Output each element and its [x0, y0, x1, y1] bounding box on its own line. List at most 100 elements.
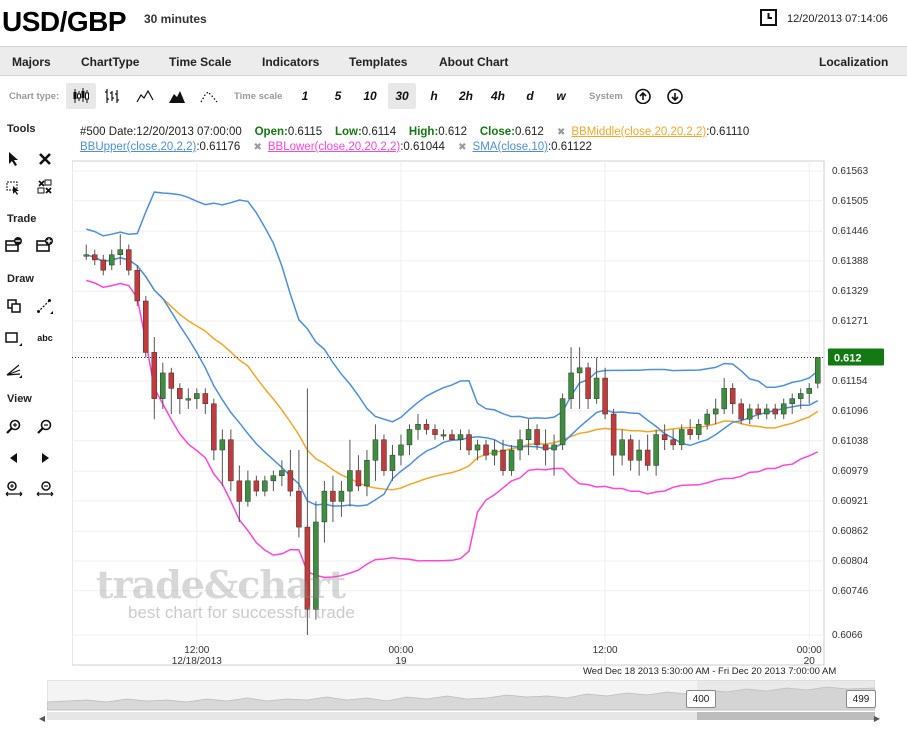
menu-charttype[interactable]: ChartType	[81, 55, 140, 69]
remove-sma-icon[interactable]: ✖	[458, 142, 467, 153]
candle-body	[704, 413, 710, 425]
bar-number: #500	[80, 126, 106, 138]
cloud-upload-icon	[635, 88, 651, 104]
bbmiddle-indicator-name[interactable]: BBMiddle(close,20,20,2,2)	[571, 126, 707, 138]
bbupper-indicator-name[interactable]: BBUpper(close,20,2,2)	[80, 141, 197, 153]
candle-body	[491, 449, 498, 456]
legend-close-label: Close:	[479, 126, 515, 138]
candle-body	[143, 300, 149, 353]
time-scale-2h[interactable]: 2h	[458, 89, 473, 103]
time-scale-d[interactable]: d	[526, 89, 534, 103]
buy-order-tool[interactable]	[35, 235, 55, 255]
dot-chart-button[interactable]	[196, 83, 222, 109]
menu-timescale[interactable]: Time Scale	[169, 55, 232, 69]
navigator-selection[interactable]	[697, 680, 875, 710]
area-chart-button[interactable]	[164, 83, 190, 109]
price-chart[interactable]: 0.61563 0.61505 0.61446 0.61388 0.61329 0.612…	[72, 117, 907, 679]
navigator-left-handle[interactable]: 400	[686, 690, 716, 708]
trend-line-tool[interactable]	[35, 296, 55, 316]
time-scale-h[interactable]: h	[430, 89, 438, 103]
tools-panel: Tools Trade Draw abc View	[0, 115, 68, 675]
sell-order-tool[interactable]	[4, 235, 24, 255]
candle-body	[687, 429, 693, 435]
menu-templates[interactable]: Templates	[349, 55, 408, 69]
line-chart-button[interactable]	[132, 83, 158, 109]
select-area-tool[interactable]	[4, 177, 24, 197]
clock-icon[interactable]	[760, 9, 777, 26]
candle-body	[168, 372, 175, 389]
x-tick-time-label: 00:00	[388, 645, 413, 656]
bblower-indicator-name[interactable]: BBLower(close,20,20,2,2)	[267, 141, 401, 153]
scroll-right-tool[interactable]	[35, 448, 55, 468]
candle-body	[194, 393, 200, 399]
menu-indicators[interactable]: Indicators	[262, 55, 320, 69]
time-scale-5[interactable]: 5	[334, 89, 342, 103]
candle-body	[287, 470, 294, 492]
candle-body	[389, 454, 396, 471]
candle-body	[126, 249, 132, 271]
pointer-tool[interactable]	[4, 149, 24, 169]
scroll-track[interactable]	[47, 712, 875, 720]
candle-body	[661, 434, 668, 440]
candle-body	[262, 480, 268, 492]
candle-body	[644, 449, 651, 466]
zoom-in-tool[interactable]	[4, 417, 24, 437]
order-minus-icon	[5, 237, 22, 252]
time-scale-10[interactable]: 10	[363, 89, 377, 103]
plot-area[interactable]	[72, 160, 825, 666]
remove-bbmiddle-icon[interactable]: ✖	[556, 127, 566, 138]
candle-body	[780, 403, 787, 415]
navigator-right-handle[interactable]: 499	[846, 690, 876, 708]
fan-tool[interactable]	[4, 360, 24, 380]
ohlc-chart-button[interactable]	[100, 83, 126, 109]
time-scale-4h[interactable]: 4h	[490, 89, 505, 103]
rectangle-tool[interactable]	[4, 328, 24, 348]
time-scale-30[interactable]: 30	[388, 83, 416, 109]
download-button[interactable]	[664, 83, 686, 109]
zoom-fit-tool[interactable]	[4, 479, 24, 499]
instrument-title: USD/GBP	[2, 6, 127, 37]
text-tool[interactable]: abc	[33, 328, 57, 348]
current-datetime: 12/20/2013 07:14:06	[787, 13, 888, 25]
delete-tool[interactable]	[35, 149, 55, 169]
time-scale-w[interactable]: w	[556, 89, 566, 103]
legend-open-label: Open:	[254, 126, 288, 138]
menu-localization[interactable]: Localization	[819, 55, 889, 69]
system-label: System	[589, 91, 623, 102]
bblower-line	[86, 279, 819, 579]
candle-body	[364, 460, 370, 487]
scroll-thumb[interactable]	[697, 712, 875, 720]
zoom-out-tool[interactable]	[35, 417, 55, 437]
upload-button[interactable]	[632, 83, 654, 109]
time-scale-1[interactable]: 1	[301, 89, 309, 103]
candle-body	[92, 254, 98, 261]
candle-body	[134, 269, 141, 302]
candle-body	[695, 424, 702, 435]
candle-body	[738, 403, 744, 420]
candle-body	[109, 254, 115, 266]
y-tick-label: 0.61329	[832, 286, 869, 297]
copy-tool[interactable]	[4, 296, 24, 316]
y-tick-label: 0.60979	[832, 466, 869, 477]
menu-about-chart[interactable]: About Chart	[439, 55, 509, 69]
scroll-left-arrow[interactable]: ◀	[38, 713, 46, 723]
y-tick-label: 0.61563	[832, 166, 869, 177]
close-icon	[39, 153, 51, 165]
scroll-left-tool[interactable]	[4, 448, 24, 468]
candle-body	[381, 439, 387, 471]
candle-body	[100, 259, 107, 271]
candle-body	[160, 372, 166, 399]
delete-all-tool[interactable]	[35, 177, 55, 197]
menu-majors[interactable]: Majors	[12, 55, 51, 69]
triangle-right-icon	[42, 453, 49, 463]
fan-lines-icon	[6, 364, 22, 378]
sma-indicator-name[interactable]: SMA(close,10)	[472, 141, 548, 153]
scroll-right-arrow[interactable]: ▶	[873, 713, 881, 723]
navigator-overview[interactable]	[47, 680, 875, 730]
candlestick-icon	[73, 88, 89, 103]
remove-bblower-icon[interactable]: ✖	[253, 142, 262, 153]
candle-body	[449, 434, 455, 440]
current-price-badge	[828, 348, 884, 366]
zoom-reset-tool[interactable]	[35, 479, 55, 499]
candlestick-chart-button[interactable]	[66, 83, 96, 109]
